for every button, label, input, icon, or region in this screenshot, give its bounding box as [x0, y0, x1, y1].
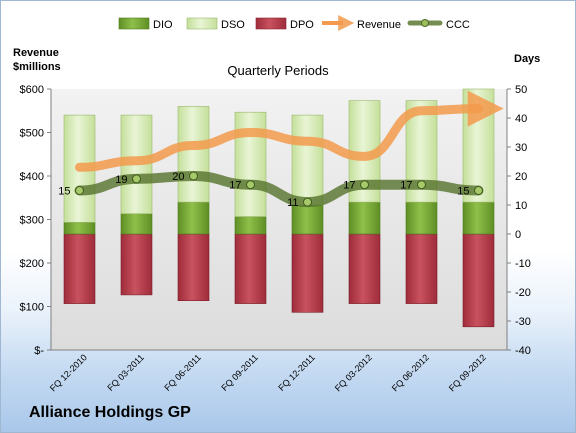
right-tick-label: 20 [515, 171, 527, 183]
x-tick-label: FQ 03-2011 [105, 352, 146, 393]
revenue-line [75, 90, 504, 172]
legend-ccc-marker [421, 19, 429, 27]
bar-dio [177, 201, 210, 235]
left-axis-title-line2: $millions [13, 61, 61, 73]
ccc-point [75, 186, 84, 195]
x-tick-label: FQ 12-2010 [48, 352, 89, 393]
right-tick-label: -40 [515, 345, 531, 357]
x-tick-label: FQ 09-2012 [447, 352, 488, 393]
ccc-point [246, 180, 255, 190]
right-axis-title: Days [514, 53, 540, 65]
right-tick-label: -30 [515, 316, 531, 328]
bar-dso [234, 111, 267, 217]
left-tick-label: $400 [20, 171, 44, 183]
legend-dso-swatch [186, 17, 218, 30]
right-tick-label: -10 [515, 258, 531, 270]
x-tick-label: FQ 12-2011 [276, 352, 317, 393]
right-tick-label: -20 [515, 287, 531, 299]
right-tick-label: 10 [515, 200, 527, 212]
bar-dpo [462, 233, 495, 328]
right-tick-label: 40 [515, 113, 527, 125]
legend-dso-label: DSO [221, 19, 245, 31]
ccc-point [417, 180, 426, 190]
right-tick-label: 30 [515, 142, 527, 154]
bar-dpo [291, 233, 324, 313]
ccc-data-label: 15 [58, 186, 70, 198]
left-tick-label: $200 [20, 258, 44, 270]
company-name: Alliance Holdings GP [29, 404, 191, 421]
ccc-data-label: 15 [457, 186, 469, 198]
plot-area [51, 89, 507, 350]
right-tick-label: 0 [515, 229, 521, 241]
bar-dpo [234, 233, 267, 304]
ccc-data-label: 11 [287, 197, 298, 209]
legend-dio-swatch [118, 17, 150, 30]
ccc-point [303, 197, 312, 207]
legend-dpo-swatch [255, 17, 287, 30]
bar-dio [291, 204, 324, 235]
ccc-point [132, 174, 141, 184]
right-axis-ticks: -40 -30 -20 -10 0 10 20 30 40 50 [507, 84, 531, 357]
ccc-point [360, 180, 369, 190]
bar-dio [405, 201, 438, 235]
bar-dio [348, 201, 381, 235]
x-tick-label: FQ 09-2011 [219, 352, 260, 393]
left-tick-label: $100 [20, 302, 44, 314]
bar-dso [291, 114, 324, 206]
legend-dio-label: DIO [153, 19, 173, 31]
ccc-layer: 15 19 20 17 11 17 17 15 [58, 170, 484, 209]
ccc-point [474, 186, 483, 195]
legend-dpo-label: DPO [290, 19, 314, 31]
ccc-data-label: 17 [400, 180, 412, 192]
bar-dio [120, 213, 153, 235]
bar-dso [177, 106, 210, 203]
legend: DIO DSO DPO Revenue CCC [118, 15, 470, 31]
bar-dpo [120, 233, 153, 296]
ccc-data-label: 20 [172, 171, 184, 183]
left-tick-label: $- [34, 345, 44, 357]
left-tick-label: $300 [20, 215, 44, 227]
x-tick-label: FQ 06-2011 [162, 352, 203, 393]
bar-dpo [348, 233, 381, 304]
ccc-data-label: 19 [115, 174, 127, 186]
bar-dpo [63, 233, 96, 304]
ccc-point [189, 171, 198, 181]
ccc-data-label: 17 [343, 180, 355, 192]
x-tick-label: FQ 06-2012 [390, 352, 431, 393]
revenue-layer [75, 90, 504, 172]
bar-dpo [405, 233, 438, 304]
bar-dio [63, 222, 96, 235]
ccc-data-label: 17 [229, 180, 241, 192]
left-tick-label: $600 [20, 84, 44, 96]
legend-ccc-label: CCC [446, 19, 470, 31]
bar-dio [462, 201, 495, 235]
bar-dio [234, 216, 267, 235]
chart-title: Quarterly Periods [227, 63, 329, 78]
left-tick-label: $500 [20, 128, 44, 140]
x-tick-label: FQ 03-2012 [333, 352, 374, 393]
x-axis-ticks: FQ 12-2010 FQ 03-2011 FQ 06-2011 FQ 09-2011… [48, 352, 488, 393]
legend-revenue-label: Revenue [357, 19, 401, 31]
left-axis-title-line1: Revenue [13, 47, 59, 59]
right-tick-label: 50 [515, 84, 527, 96]
left-axis-ticks: $- $100 $200 $300 $400 $500 $600 [20, 84, 51, 357]
bar-dpo [177, 233, 210, 301]
bars-layer [63, 88, 495, 328]
